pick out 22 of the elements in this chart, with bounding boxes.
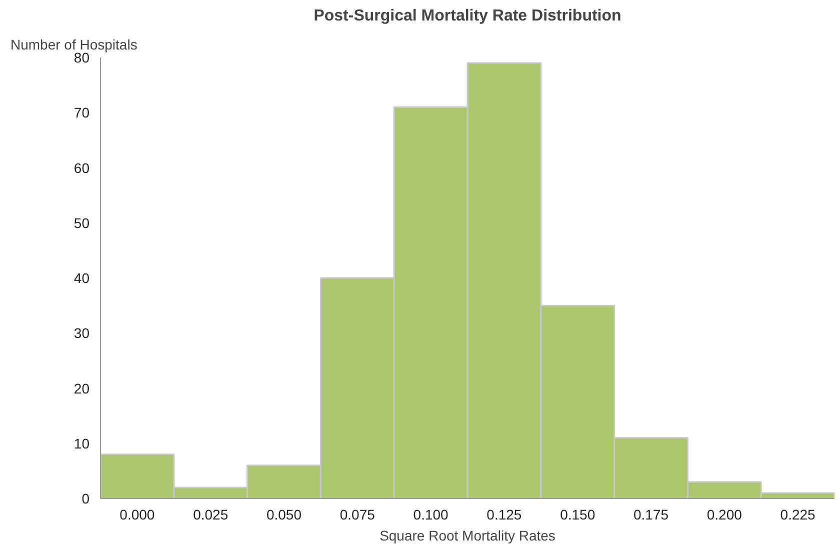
- y-tick-label: 60: [74, 160, 90, 176]
- y-tick-label: 0: [82, 490, 90, 506]
- x-tick-label: 0.200: [706, 506, 742, 522]
- y-tick-label: 10: [74, 435, 90, 452]
- x-tick-label: 0.025: [193, 506, 228, 522]
- y-tick-label: 40: [74, 270, 90, 286]
- x-tick-label: 0.100: [413, 506, 449, 522]
- y-axis-title: Number of Hospitals: [10, 36, 138, 52]
- x-tick-label: 0.050: [266, 506, 302, 522]
- y-tick-label: 30: [74, 325, 90, 342]
- y-tick-label: 50: [74, 214, 90, 231]
- x-tick-label: 0.175: [633, 506, 669, 522]
- x-tick-label: 0.000: [120, 506, 155, 522]
- y-tick-label: 20: [74, 380, 90, 396]
- x-tick-label: 0.075: [340, 506, 376, 522]
- chart-title: Post-Surgical Mortality Rate Distribution: [314, 8, 622, 24]
- x-tick-label: 0.125: [486, 506, 522, 522]
- y-tick-label: 70: [74, 104, 90, 121]
- x-tick-label: 0.150: [560, 506, 596, 522]
- y-tick-label: 80: [74, 50, 90, 66]
- x-axis-title: Square Root Mortality Rates: [380, 528, 556, 544]
- x-tick-label: 0.225: [780, 506, 816, 522]
